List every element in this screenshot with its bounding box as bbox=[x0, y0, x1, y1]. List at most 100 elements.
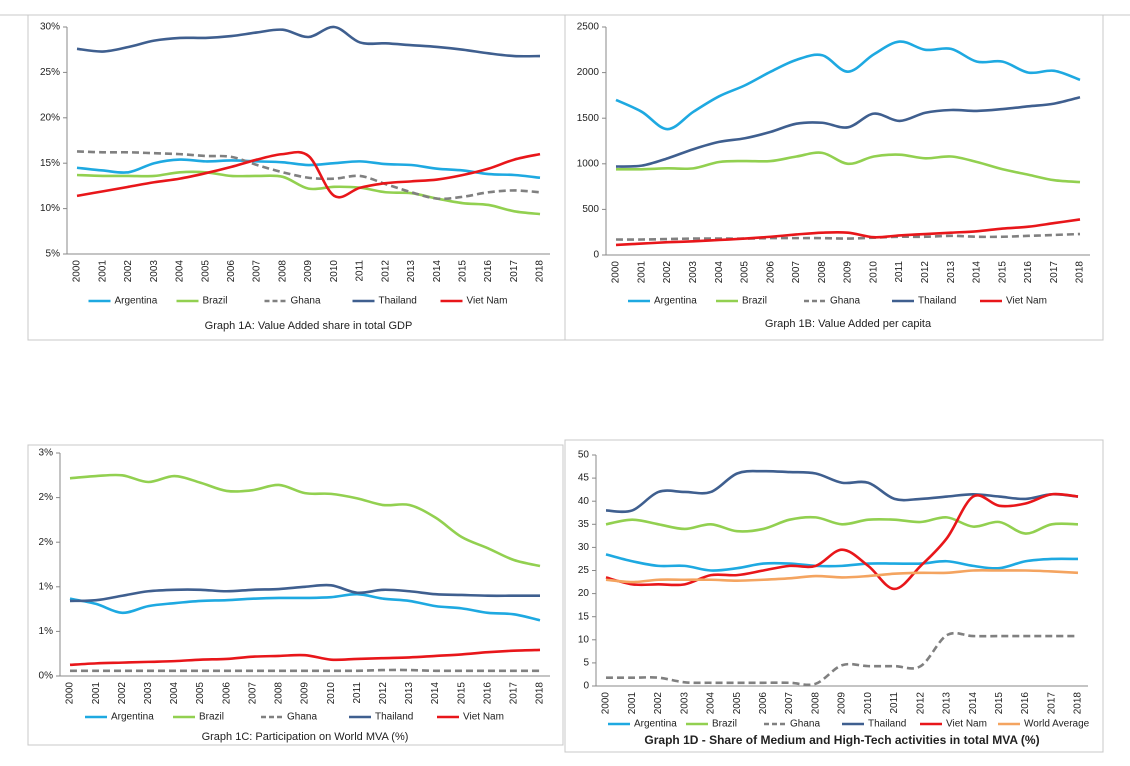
x-tick-label: 2012 bbox=[380, 260, 391, 283]
y-tick-label: 25% bbox=[40, 67, 60, 78]
x-tick-label: 2002 bbox=[123, 260, 134, 283]
x-tick-label: 2005 bbox=[195, 682, 206, 705]
x-tick-label: 2009 bbox=[303, 260, 314, 283]
x-tick-label: 2005 bbox=[740, 261, 751, 284]
x-tick-label: 2015 bbox=[456, 682, 467, 705]
x-tick-label: 2016 bbox=[483, 260, 494, 283]
x-tick-label: 2017 bbox=[509, 260, 520, 283]
series-line bbox=[615, 40, 1081, 131]
y-tick-label: 500 bbox=[582, 204, 599, 215]
series-line bbox=[605, 469, 1079, 514]
x-tick-label: 2012 bbox=[915, 692, 926, 715]
x-tick-label: 2004 bbox=[169, 682, 180, 705]
x-tick-label: 2016 bbox=[1023, 261, 1034, 284]
series-line bbox=[605, 492, 1079, 591]
legend-label: Argentina bbox=[111, 712, 154, 723]
x-tick-label: 2012 bbox=[920, 261, 931, 284]
x-tick-label: 2014 bbox=[432, 260, 443, 283]
x-tick-label: 2002 bbox=[662, 261, 673, 284]
x-tick-label: 2003 bbox=[688, 261, 699, 284]
x-tick-label: 2010 bbox=[868, 261, 879, 284]
x-tick-label: 2008 bbox=[817, 261, 828, 284]
series-line bbox=[615, 232, 1081, 241]
x-tick-label: 2007 bbox=[252, 260, 263, 283]
x-tick-label: 2003 bbox=[143, 682, 154, 705]
x-tick-label: 2015 bbox=[997, 261, 1008, 284]
y-tick-label: 1000 bbox=[577, 158, 600, 169]
legend-label: Thailand bbox=[375, 712, 413, 723]
x-tick-label: 2001 bbox=[91, 682, 102, 705]
series-line bbox=[76, 150, 541, 201]
series-line bbox=[605, 553, 1079, 572]
y-tick-label: 2500 bbox=[577, 22, 600, 33]
x-tick-label: 2018 bbox=[1075, 261, 1086, 284]
y-tick-label: 1500 bbox=[577, 113, 600, 124]
series-line bbox=[615, 151, 1081, 184]
legend-label: Ghana bbox=[830, 296, 860, 307]
x-tick-label: 2002 bbox=[653, 692, 664, 715]
legend-label: Ghana bbox=[291, 296, 321, 307]
series-line bbox=[615, 218, 1081, 247]
y-tick-label: 5% bbox=[46, 249, 61, 260]
x-tick-label: 2014 bbox=[968, 692, 979, 715]
y-tick-label: 30% bbox=[40, 22, 60, 33]
legend-label: Viet Nam bbox=[463, 712, 504, 723]
x-tick-label: 2012 bbox=[378, 682, 389, 705]
x-tick-label: 2013 bbox=[942, 692, 953, 715]
x-tick-label: 2016 bbox=[1020, 692, 1031, 715]
y-tick-label: 5 bbox=[583, 658, 589, 669]
series-line bbox=[76, 150, 541, 199]
x-tick-label: 2013 bbox=[406, 260, 417, 283]
x-tick-label: 2000 bbox=[611, 261, 622, 284]
y-tick-label: 1% bbox=[39, 626, 54, 637]
x-tick-label: 2017 bbox=[509, 682, 520, 705]
series-line bbox=[606, 631, 1078, 687]
x-tick-label: 2013 bbox=[404, 682, 415, 705]
y-tick-label: 40 bbox=[578, 496, 590, 507]
x-tick-label: 2011 bbox=[352, 682, 363, 704]
y-tick-label: 15% bbox=[40, 158, 60, 169]
x-tick-label: 2007 bbox=[784, 692, 795, 715]
series-line bbox=[69, 592, 541, 622]
y-tick-label: 20% bbox=[40, 112, 60, 123]
x-tick-label: 2010 bbox=[863, 692, 874, 715]
x-tick-label: 2001 bbox=[97, 260, 108, 283]
legend-label: Argentina bbox=[654, 296, 697, 307]
x-tick-label: 2008 bbox=[274, 682, 285, 705]
series-line bbox=[69, 668, 540, 673]
y-tick-label: 35 bbox=[578, 519, 590, 530]
x-tick-label: 2010 bbox=[329, 260, 340, 283]
x-tick-label: 2014 bbox=[972, 261, 983, 284]
legend-label: Argentina bbox=[115, 296, 158, 307]
chart-caption: Graph 1B: Value Added per capita bbox=[765, 318, 932, 330]
y-tick-label: 10% bbox=[40, 203, 60, 214]
x-tick-label: 2003 bbox=[679, 692, 690, 715]
series-line bbox=[69, 648, 541, 667]
x-tick-label: 2001 bbox=[636, 261, 647, 284]
x-tick-label: 2001 bbox=[627, 692, 638, 715]
series-line bbox=[76, 158, 541, 180]
legend-label: Brazil bbox=[712, 719, 737, 730]
x-tick-label: 2000 bbox=[601, 692, 612, 715]
legend-label: Brazil bbox=[199, 712, 224, 723]
x-tick-label: 2007 bbox=[247, 682, 258, 705]
legend-label: Thailand bbox=[868, 719, 906, 730]
y-tick-label: 2% bbox=[39, 492, 54, 503]
x-tick-label: 2006 bbox=[221, 682, 232, 705]
x-tick-label: 2006 bbox=[226, 260, 237, 283]
x-tick-label: 2007 bbox=[791, 261, 802, 284]
x-tick-label: 2004 bbox=[714, 261, 725, 284]
x-tick-label: 2018 bbox=[1073, 692, 1084, 715]
y-tick-label: 3% bbox=[39, 448, 54, 459]
legend-label: Ghana bbox=[790, 719, 820, 730]
series-line bbox=[76, 170, 541, 216]
y-tick-label: 2000 bbox=[577, 67, 600, 78]
x-tick-label: 2003 bbox=[149, 260, 160, 283]
x-tick-label: 2008 bbox=[277, 260, 288, 283]
x-tick-label: 2011 bbox=[355, 260, 366, 282]
x-tick-label: 2009 bbox=[837, 692, 848, 715]
y-tick-label: 0% bbox=[39, 671, 54, 682]
x-tick-label: 2006 bbox=[758, 692, 769, 715]
chart-frame bbox=[564, 14, 1104, 341]
